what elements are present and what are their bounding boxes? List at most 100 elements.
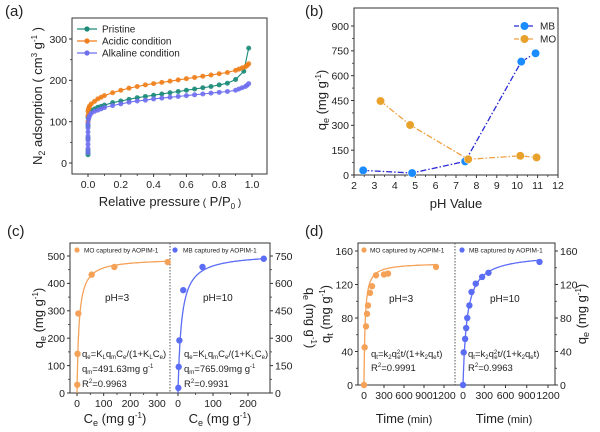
data-point [531, 48, 541, 58]
panel-b-x-tick-label: 10 [511, 180, 523, 192]
legend-marker [74, 247, 80, 253]
legend-marker [520, 35, 529, 43]
panel-b-x-tick-label: 3 [371, 180, 377, 192]
panel-a-y-tick-label: 100 [49, 116, 67, 128]
data-point [126, 99, 132, 105]
data-point [85, 137, 91, 143]
data-point [216, 89, 222, 95]
data-point [183, 76, 189, 82]
data-point [183, 87, 189, 93]
fit-curve [76, 260, 170, 393]
panel-a-y-ticks: 0 100 200 300 [49, 34, 72, 170]
panel-c-left-x-tick-label: 0 [74, 398, 80, 410]
data-point [366, 289, 374, 297]
series-mo [360, 263, 440, 389]
data-point [246, 81, 252, 87]
data-point [118, 101, 124, 107]
data-point [85, 121, 91, 127]
data-point [142, 97, 148, 103]
panel-d-frame [357, 242, 556, 386]
data-point [361, 344, 368, 351]
panel-c-left-y-tick-label: 0 [59, 388, 65, 400]
legend-marker [172, 247, 178, 253]
data-point [516, 57, 526, 67]
panel-d-x-label-left: Time (min) [376, 411, 433, 426]
legend-label: MO [540, 35, 556, 46]
data-point [363, 310, 371, 318]
panel-c-left-y-tick-label: 300 [47, 306, 65, 318]
panel-c-right-y-tick-label: 450 [275, 306, 293, 318]
data-point [208, 72, 214, 78]
legend-label: MB [540, 22, 555, 33]
panel-b-x-label: pH Value [430, 196, 483, 211]
data-point [432, 263, 440, 271]
series-pristine [85, 45, 252, 158]
panel-c-legend-left: MO captured by AOPIM-1 [74, 247, 159, 255]
data-point [260, 255, 267, 262]
data-point [246, 45, 252, 51]
data-point [461, 335, 469, 343]
panel-d-left-x-tick-label: 600 [395, 390, 413, 402]
panel-d-left-y-tick-label: 0 [347, 380, 353, 392]
series-mb [175, 255, 267, 393]
panel-d-left-y-tick-label: 160 [335, 246, 353, 258]
data-point [142, 82, 148, 88]
legend-label: Pristine [102, 25, 136, 36]
panel-c-left-y-tick-label: 100 [47, 360, 65, 372]
panel-d-x-label-right: Time (min) [476, 411, 533, 426]
panel-a-x-tick-label: 0.4 [146, 179, 161, 191]
panel-c-y-label-right: qe (mg g-1) [301, 288, 318, 349]
data-point [85, 141, 91, 147]
panel-a-x-tick-label: 0.6 [179, 179, 194, 191]
panel-a-y-tick-label: 0 [61, 158, 67, 170]
panel-c-right-x-tick-label: 200 [239, 398, 257, 410]
data-point [360, 381, 368, 389]
series-mb [358, 48, 541, 178]
panel-a-y-label: N2 adsorption ( cm3 g-1 ) [30, 27, 47, 165]
panel-b: (b) 2 3 4 5 6 7 8 9 10 11 12 0 150 300 450 600 750 900 M… [305, 3, 564, 211]
panel-c-x-label-left: Ce (mg g-1) [84, 411, 147, 428]
panel-a-y-tick-label: 300 [49, 34, 67, 46]
panel-b-x-tick-label: 11 [532, 180, 543, 192]
data-point [460, 349, 467, 356]
panel-d-left-y-tick-label: 120 [335, 279, 353, 291]
data-point [176, 337, 183, 344]
data-point [85, 146, 91, 152]
data-point [358, 165, 368, 175]
series-acidic-condition [85, 61, 252, 125]
panel-c-label: (c) [7, 223, 25, 240]
panel-a-x-tick-label: 0.8 [212, 179, 227, 191]
data-point [151, 81, 157, 87]
data-point [208, 84, 214, 90]
panel-c-series [74, 255, 267, 393]
data-point [118, 87, 124, 93]
panel-d-right-y-tick-label: 0 [560, 380, 566, 392]
data-point [175, 363, 182, 371]
data-point [159, 91, 165, 97]
data-point [478, 273, 486, 281]
panel-d-ph-right: pH=10 [490, 294, 520, 305]
legend-item-acidic: Acidic condition [77, 37, 171, 48]
legend-marker [520, 22, 529, 30]
data-point [462, 324, 470, 332]
panel-b-x-tick-label: 8 [473, 180, 479, 192]
data-point [208, 90, 214, 96]
series-mo [74, 258, 171, 393]
panel-d-left-x-tick-label: 0 [361, 390, 367, 402]
data-point [216, 71, 222, 77]
data-point [200, 91, 206, 97]
panel-c-ph-right: pH=10 [203, 293, 233, 304]
panel-a: (a) 0.0 0.2 0.4 0.6 0.8 1.0 0 100 200 300 Pristi… [5, 3, 268, 211]
panel-d-ph-left: pH=3 [389, 294, 414, 305]
legend-label: Alkaline condition [102, 49, 180, 60]
data-point [246, 61, 252, 67]
panel-a-x-tick-label: 0.0 [81, 179, 96, 191]
data-point [101, 93, 107, 99]
data-point [192, 74, 198, 80]
panel-a-series [85, 45, 252, 158]
panel-d-left-y-tick-label: 80 [341, 313, 353, 325]
panel-c-left-y-tick-label: 400 [47, 278, 65, 290]
panel-b-y-tick-label: 450 [331, 95, 349, 107]
